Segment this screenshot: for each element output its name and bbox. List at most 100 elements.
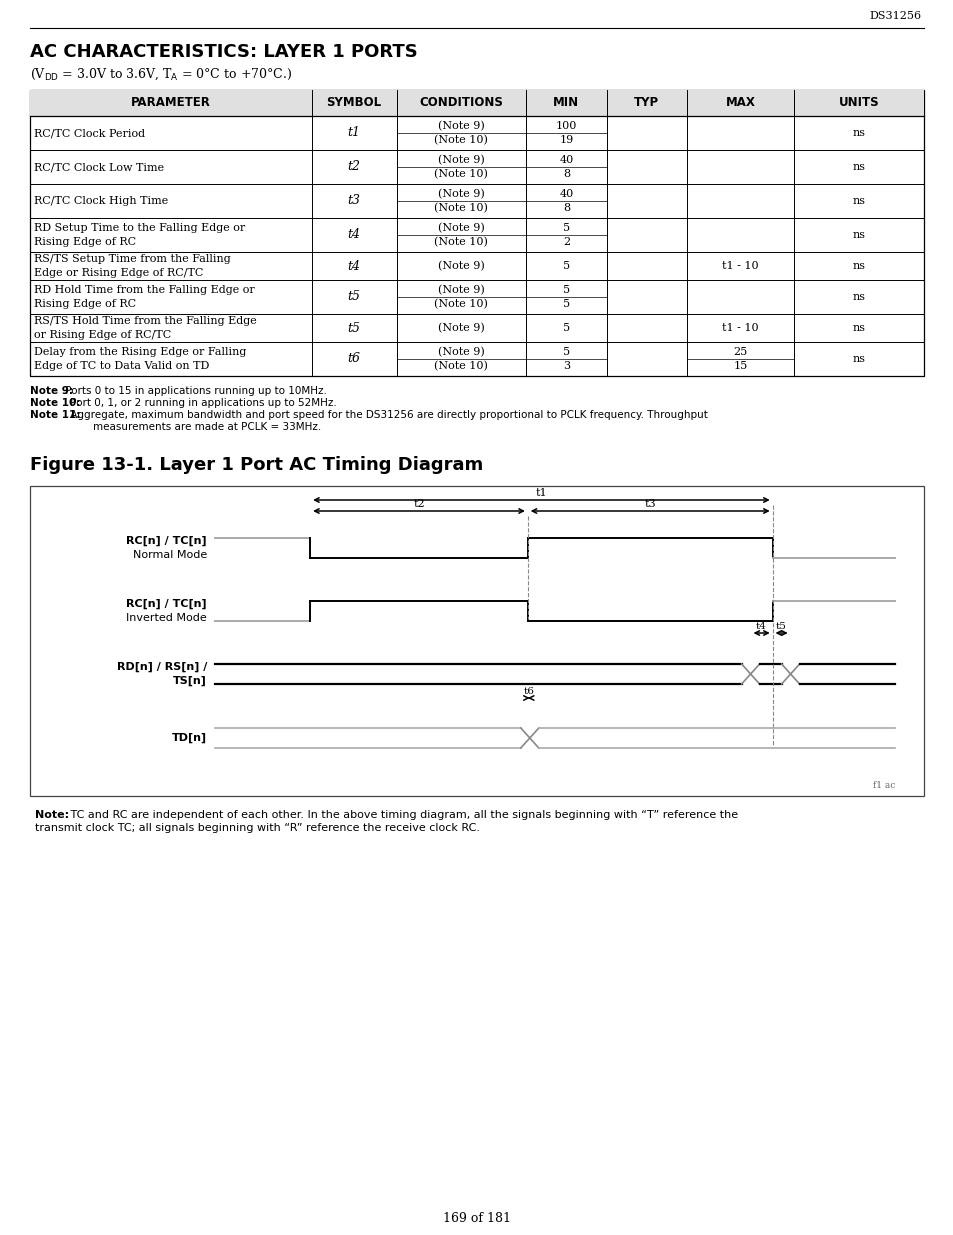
Text: ns: ns (852, 324, 864, 333)
Bar (30, 90, 923, 116)
Text: RS/TS Hold Time from the Falling Edge: RS/TS Hold Time from the Falling Edge (34, 316, 256, 326)
Text: t4: t4 (347, 259, 360, 273)
Text: t6: t6 (347, 352, 360, 366)
Text: measurements are made at PCLK = 33MHz.: measurements are made at PCLK = 33MHz. (67, 422, 321, 432)
Text: Delay from the Rising Edge or Falling: Delay from the Rising Edge or Falling (34, 347, 246, 357)
Text: f1 ac: f1 ac (872, 782, 894, 790)
Text: AC CHARACTERISTICS: LAYER 1 PORTS: AC CHARACTERISTICS: LAYER 1 PORTS (30, 43, 417, 61)
Text: t5: t5 (347, 290, 360, 304)
Text: DS31256: DS31256 (869, 11, 921, 21)
Text: (Note 9): (Note 9) (437, 121, 484, 131)
Text: ns: ns (852, 230, 864, 240)
Text: RC[n] / TC[n]: RC[n] / TC[n] (126, 599, 207, 609)
Text: (Note 9): (Note 9) (437, 347, 484, 357)
Text: ns: ns (852, 128, 864, 138)
Text: TC and RC are independent of each other. In the above timing diagram, all the si: TC and RC are independent of each other.… (67, 810, 738, 820)
Text: t3: t3 (347, 194, 360, 207)
Text: RC/TC Clock Low Time: RC/TC Clock Low Time (34, 162, 164, 172)
Text: Edge or Rising Edge of RC/TC: Edge or Rising Edge of RC/TC (34, 268, 203, 278)
Text: (Note 10): (Note 10) (434, 361, 488, 372)
Text: (Note 10): (Note 10) (434, 237, 488, 247)
Text: Note:: Note: (35, 810, 69, 820)
Text: Ports 0 to 15 in applications running up to 10MHz.: Ports 0 to 15 in applications running up… (62, 387, 327, 396)
Bar (30, 90, 923, 375)
Text: 25: 25 (733, 347, 747, 357)
Text: t5: t5 (347, 321, 360, 335)
Text: RD Hold Time from the Falling Edge or: RD Hold Time from the Falling Edge or (34, 285, 254, 295)
Text: (Note 9): (Note 9) (437, 189, 484, 199)
Text: RC/TC Clock High Time: RC/TC Clock High Time (34, 196, 168, 206)
Text: CONDITIONS: CONDITIONS (419, 96, 503, 110)
Text: t2: t2 (413, 499, 424, 509)
Text: (Note 9): (Note 9) (437, 285, 484, 295)
Text: ns: ns (852, 196, 864, 206)
Text: 15: 15 (733, 361, 747, 370)
Text: (Note 9): (Note 9) (437, 322, 484, 333)
Text: 5: 5 (562, 324, 569, 333)
Text: 8: 8 (562, 169, 569, 179)
Text: RD Setup Time to the Falling Edge or: RD Setup Time to the Falling Edge or (34, 224, 245, 233)
Text: Note 11:: Note 11: (30, 410, 80, 420)
Text: Port 0, 1, or 2 running in applications up to 52MHz.: Port 0, 1, or 2 running in applications … (67, 398, 336, 408)
Text: SYMBOL: SYMBOL (326, 96, 381, 110)
Text: Figure 13-1. Layer 1 Port AC Timing Diagram: Figure 13-1. Layer 1 Port AC Timing Diag… (30, 456, 483, 474)
Text: Note 10:: Note 10: (30, 398, 80, 408)
Text: TD[n]: TD[n] (172, 732, 207, 743)
Text: t5: t5 (776, 622, 786, 631)
Text: (Note 9): (Note 9) (437, 222, 484, 233)
Text: 5: 5 (562, 347, 569, 357)
Text: 5: 5 (562, 224, 569, 233)
Text: (V$_{\rm DD}$ = 3.0V to 3.6V, T$_{\rm A}$ = 0°C to +70°C.): (V$_{\rm DD}$ = 3.0V to 3.6V, T$_{\rm A}… (30, 67, 292, 82)
Text: 40: 40 (558, 189, 573, 199)
Text: 8: 8 (562, 203, 569, 212)
Text: ns: ns (852, 261, 864, 270)
Text: Note 9:: Note 9: (30, 387, 73, 396)
Text: or Rising Edge of RC/TC: or Rising Edge of RC/TC (34, 330, 172, 340)
Text: t1: t1 (347, 126, 360, 140)
Text: 2: 2 (562, 237, 569, 247)
Text: t3: t3 (643, 499, 656, 509)
Text: TS[n]: TS[n] (172, 676, 207, 687)
Text: (Note 10): (Note 10) (434, 299, 488, 309)
Text: t2: t2 (347, 161, 360, 173)
Text: RS/TS Setup Time from the Falling: RS/TS Setup Time from the Falling (34, 254, 231, 264)
Text: (Note 10): (Note 10) (434, 203, 488, 214)
Text: 19: 19 (558, 135, 573, 144)
Text: RC[n] / TC[n]: RC[n] / TC[n] (126, 536, 207, 546)
Text: t1 - 10: t1 - 10 (721, 261, 759, 270)
Text: Rising Edge of RC: Rising Edge of RC (34, 299, 136, 309)
Text: Edge of TC to Data Valid on TD: Edge of TC to Data Valid on TD (34, 361, 209, 370)
Text: RC/TC Clock Period: RC/TC Clock Period (34, 128, 145, 138)
Text: 5: 5 (562, 299, 569, 309)
Text: 5: 5 (562, 261, 569, 270)
Text: transmit clock TC; all signals beginning with “R” reference the receive clock RC: transmit clock TC; all signals beginning… (35, 823, 479, 832)
Text: (Note 10): (Note 10) (434, 135, 488, 146)
Text: t4: t4 (756, 622, 766, 631)
Text: Inverted Mode: Inverted Mode (126, 613, 207, 622)
Text: 40: 40 (558, 156, 573, 165)
Text: RD[n] / RS[n] /: RD[n] / RS[n] / (116, 662, 207, 672)
Text: PARAMETER: PARAMETER (131, 96, 211, 110)
Text: t6: t6 (523, 687, 534, 697)
Text: (Note 9): (Note 9) (437, 154, 484, 165)
Text: ns: ns (852, 291, 864, 303)
Text: t1: t1 (535, 488, 547, 498)
Text: 100: 100 (556, 121, 577, 131)
Text: ns: ns (852, 162, 864, 172)
Text: TYP: TYP (634, 96, 659, 110)
Text: ns: ns (852, 354, 864, 364)
Text: 3: 3 (562, 361, 569, 370)
Text: UNITS: UNITS (838, 96, 879, 110)
Text: Rising Edge of RC: Rising Edge of RC (34, 237, 136, 247)
Text: MAX: MAX (725, 96, 755, 110)
Text: (Note 10): (Note 10) (434, 169, 488, 179)
Text: (Note 9): (Note 9) (437, 261, 484, 272)
Text: 169 of 181: 169 of 181 (442, 1212, 511, 1224)
Bar (30, 487, 923, 797)
Text: t4: t4 (347, 228, 360, 242)
Text: Normal Mode: Normal Mode (132, 550, 207, 559)
Text: t1 - 10: t1 - 10 (721, 324, 759, 333)
Text: MIN: MIN (553, 96, 578, 110)
Text: 5: 5 (562, 285, 569, 295)
Text: Aggregate, maximum bandwidth and port speed for the DS31256 are directly proport: Aggregate, maximum bandwidth and port sp… (67, 410, 707, 420)
